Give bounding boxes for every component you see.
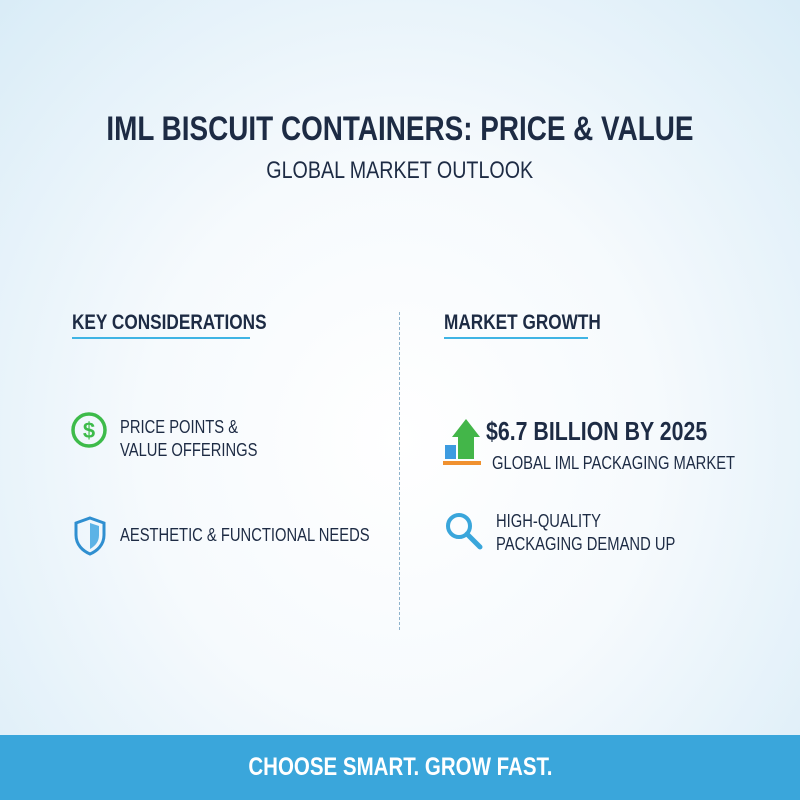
- footer: CHOOSE SMART. GROW FAST.: [0, 753, 800, 782]
- dollar-icon: $: [71, 412, 107, 448]
- item-line: PACKAGING DEMAND UP: [496, 534, 676, 554]
- item-text: AESTHETIC & FUNCTIONAL NEEDS: [120, 524, 424, 547]
- title: IML BISCUIT CONTAINERS: PRICE & VALUE: [0, 110, 800, 149]
- section-heading: MARKET GROWTH: [444, 311, 635, 335]
- section-heading: KEY CONSIDERATIONS: [72, 311, 309, 335]
- item-line: AESTHETIC & FUNCTIONAL NEEDS: [120, 525, 370, 545]
- underline: [72, 337, 250, 339]
- divider: [399, 312, 400, 630]
- heading-text: KEY CONSIDERATIONS: [72, 311, 267, 334]
- headline: $6.7 BILLION BY 2025: [486, 416, 756, 447]
- item-line: PRICE POINTS &: [120, 417, 239, 437]
- shield-icon: [74, 516, 106, 556]
- item-line: GLOBAL IML PACKAGING MARKET: [492, 453, 736, 473]
- heading-text: MARKET GROWTH: [444, 311, 601, 334]
- footer-text: CHOOSE SMART. GROW FAST.: [247, 753, 553, 781]
- growth-icon: [443, 419, 481, 465]
- footer-bar: [0, 735, 800, 800]
- subtitle-text: GLOBAL MARKET OUTLOOK: [266, 157, 534, 184]
- svg-text:$: $: [83, 418, 95, 443]
- title-text: IML BISCUIT CONTAINERS: PRICE & VALUE: [106, 110, 694, 148]
- item-line: HIGH-QUALITY: [496, 511, 601, 531]
- item-text: GLOBAL IML PACKAGING MARKET: [492, 452, 788, 475]
- subtitle: GLOBAL MARKET OUTLOOK: [0, 157, 800, 185]
- underline: [444, 337, 588, 339]
- item-text: PRICE POINTS & VALUE OFFERINGS: [120, 416, 288, 462]
- headline-text: $6.7 BILLION BY 2025: [486, 416, 708, 446]
- search-icon: [446, 513, 483, 550]
- item-text: HIGH-QUALITY PACKAGING DEMAND UP: [496, 510, 715, 556]
- item-line: VALUE OFFERINGS: [120, 440, 258, 460]
